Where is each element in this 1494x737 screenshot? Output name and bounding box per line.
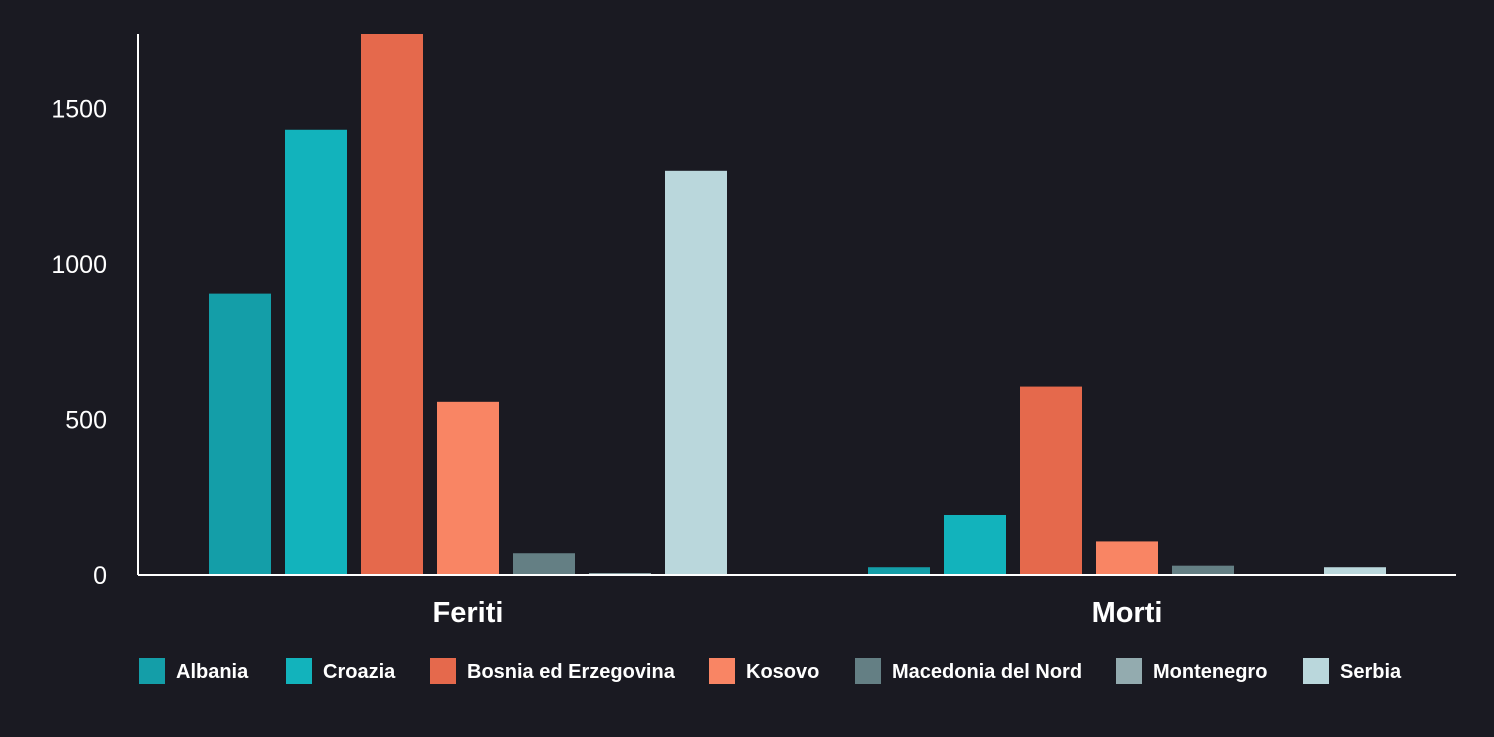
bar-macedonia-del-nord-feriti [513, 553, 575, 575]
bar-kosovo-morti [1096, 541, 1158, 575]
bar-albania-morti [868, 567, 930, 575]
legend-swatch [855, 658, 881, 684]
x-category-label: Morti [1092, 597, 1163, 629]
x-category-label: Feriti [433, 597, 504, 629]
legend-swatch [709, 658, 735, 684]
bar-bosnia-ed-erzegovina-feriti [361, 34, 423, 575]
bar-bosnia-ed-erzegovina-morti [1020, 386, 1082, 575]
y-tick-label: 500 [65, 407, 107, 435]
y-tick-label: 1000 [51, 251, 107, 279]
legend-label: Bosnia ed Erzegovina [467, 661, 676, 683]
bar-macedonia-del-nord-morti [1172, 565, 1234, 575]
y-tick-label: 1500 [51, 96, 107, 124]
legend-label: Kosovo [746, 661, 819, 683]
bar-albania-feriti [209, 293, 271, 575]
bar-croazia-feriti [285, 129, 347, 575]
legend-label: Macedonia del Nord [892, 661, 1082, 683]
legend-label: Montenegro [1153, 661, 1267, 683]
x-axis: Feriti Morti [138, 574, 1456, 629]
bars [209, 34, 1386, 575]
bar-serbia-feriti [665, 170, 727, 575]
legend-swatch [286, 658, 312, 684]
legend: Albania Croazia Bosnia ed Erzegovina Kosovo… [139, 658, 1402, 684]
legend-label: Croazia [323, 661, 396, 683]
y-axis: 0 500 1000 1500 [51, 34, 139, 590]
legend-label: Serbia [1340, 661, 1402, 683]
bar-serbia-morti [1324, 567, 1386, 575]
bar-kosovo-feriti [437, 401, 499, 575]
legend-label: Albania [176, 661, 249, 683]
bar-croazia-morti [944, 514, 1006, 575]
legend-swatch [430, 658, 456, 684]
legend-swatch [1303, 658, 1329, 684]
legend-swatch [1116, 658, 1142, 684]
y-tick-label: 0 [93, 562, 107, 590]
legend-swatch [139, 658, 165, 684]
